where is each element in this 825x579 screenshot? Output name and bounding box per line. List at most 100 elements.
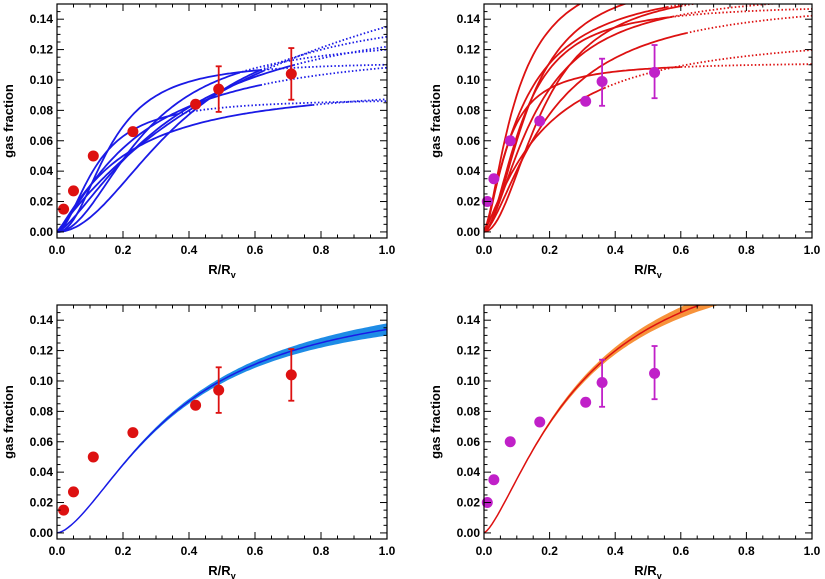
x-tick-label: 0.8: [738, 544, 755, 558]
x-axis-label: R/Rv: [208, 262, 235, 280]
data-point: [68, 486, 79, 498]
data-point: [534, 115, 546, 127]
panel-top-right: 0.0 0.2 0.4 0.6 0.8 1.0 0.00 0.02 0.04 0.06 0.08 0.…: [428, 3, 821, 280]
x-tick-label: 0.8: [738, 243, 755, 257]
data-point: [213, 384, 225, 396]
x-axis-label: R/Rv: [634, 563, 661, 579]
y-tick-label: 0.04: [457, 164, 481, 178]
data-point: [504, 436, 516, 448]
y-tick-label: 0.14: [457, 12, 481, 26]
best-fit-line: [484, 305, 702, 534]
x-tick-label: 0.0: [476, 243, 493, 257]
y-tick-label: 0.06: [30, 435, 54, 449]
y-tick-label: 0.02: [457, 496, 481, 510]
y-tick-label: 0.00: [457, 526, 481, 540]
model-curve-7-extension: [177, 100, 387, 115]
uncertainty-band: [57, 323, 387, 533]
x-axis-label: R/Rv: [634, 262, 661, 280]
x-tick-label: 0.4: [607, 544, 624, 558]
model-curve-4: [484, 15, 673, 233]
x-axis-label-subscript: v: [231, 571, 236, 579]
data-point: [580, 396, 592, 408]
data-point: [58, 504, 70, 516]
model-curve-2-extension: [238, 48, 387, 74]
x-tick-label: 0.0: [49, 243, 66, 257]
x-axis-label-subscript: v: [657, 571, 662, 579]
model-curve-9-extension: [603, 49, 812, 89]
model-curve-4-extension: [260, 63, 387, 71]
model-curve-7: [57, 113, 179, 233]
model-curve-4-extension: [672, 4, 781, 18]
model-curve-5: [484, 5, 681, 233]
data-point: [580, 95, 592, 107]
data-point: [649, 367, 661, 379]
plot-frame: [483, 3, 813, 239]
y-tick-label: 0.04: [30, 465, 54, 479]
y-tick-label: 0.12: [30, 344, 54, 358]
y-tick-label: 0.02: [30, 496, 54, 510]
panel-bottom-right: 0.0 0.2 0.4 0.6 0.8 1.0 0.00 0.02 0.04 0.06 0.08 0.…: [428, 304, 821, 579]
x-tick-label: 1.0: [804, 544, 821, 558]
y-tick-label: 0.08: [30, 404, 54, 418]
y-tick-label: 0.00: [457, 225, 481, 239]
model-curve-8-extension: [680, 63, 812, 68]
data-point: [213, 83, 225, 95]
plot-area: [57, 25, 387, 233]
y-tick-label: 0.08: [30, 103, 54, 117]
y-tick-label: 0.10: [30, 374, 54, 388]
y-axis-label: gas fraction: [428, 385, 443, 459]
data-point: [488, 474, 500, 486]
model-curve-3-extension: [293, 45, 387, 66]
y-tick-label: 0.04: [30, 164, 54, 178]
model-curve-4: [57, 69, 261, 233]
x-tick-label: 0.0: [49, 544, 66, 558]
y-tick-label: 0.06: [457, 134, 481, 148]
data-point: [190, 98, 202, 110]
data-point: [68, 185, 79, 197]
x-tick-label: 0.2: [115, 243, 132, 257]
x-tick-label: 0.6: [247, 243, 264, 257]
y-axis-label: gas fraction: [1, 385, 16, 459]
x-tick-label: 0.2: [541, 243, 558, 257]
data-point: [649, 66, 661, 78]
panel-bottom-left: 0.0 0.2 0.4 0.6 0.8 1.0 0.00 0.02 0.04 0.06 0.08 0.…: [1, 304, 396, 579]
model-curve-7-extension: [666, 8, 812, 19]
y-tick-label: 0.14: [30, 12, 54, 26]
model-curve-8: [57, 70, 264, 233]
model-curve-3: [484, 6, 668, 233]
y-tick-label: 0.04: [457, 465, 481, 479]
x-tick-label: 1.0: [379, 544, 396, 558]
model-curve-8-extension: [262, 25, 387, 72]
data-point: [488, 173, 500, 185]
y-tick-label: 0.02: [30, 195, 54, 209]
data-point: [596, 75, 608, 87]
best-fit-line: [57, 328, 387, 534]
x-tick-label: 1.0: [379, 243, 396, 257]
data-point: [127, 126, 139, 138]
x-tick-label: 0.6: [672, 243, 689, 257]
data-point: [596, 376, 608, 388]
x-tick-label: 1.0: [804, 243, 821, 257]
x-tick-label: 0.8: [313, 243, 330, 257]
plot-area: [484, 4, 812, 233]
x-tick-label: 0.6: [672, 544, 689, 558]
panel-top-left: 0.0 0.2 0.4 0.6 0.8 1.0 0.00 0.02 0.04 0.06 0.08 0.…: [1, 3, 396, 280]
x-tick-label: 0.2: [541, 544, 558, 558]
x-tick-label: 0.4: [607, 243, 624, 257]
data-point: [58, 203, 70, 215]
data-point: [190, 399, 202, 411]
data-point: [285, 68, 297, 80]
model-curve-8: [484, 66, 681, 233]
data-point: [534, 416, 546, 428]
model-curve-7: [484, 16, 668, 233]
y-tick-label: 0.06: [30, 134, 54, 148]
data-point: [285, 369, 297, 381]
plot-frame: [483, 304, 813, 540]
model-curve-6: [484, 32, 687, 233]
x-axis-label-subscript: v: [231, 270, 236, 280]
x-tick-label: 0.4: [181, 243, 198, 257]
y-tick-label: 0.12: [457, 344, 481, 358]
plot-area: [57, 323, 387, 534]
y-tick-label: 0.12: [30, 43, 54, 57]
